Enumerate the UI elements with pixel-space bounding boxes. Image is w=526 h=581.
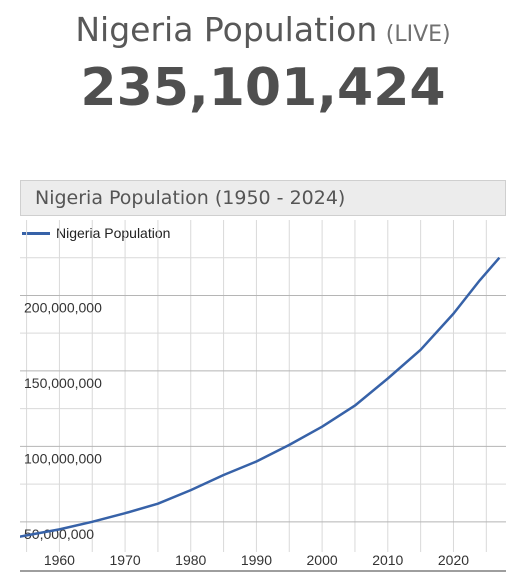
y-tick-label: 100,000,000 <box>24 450 102 466</box>
legend-label: Nigeria Population <box>56 225 171 241</box>
y-tick-label: 200,000,000 <box>24 299 102 315</box>
chart-title-bar: Nigeria Population (1950 - 2024) <box>20 180 506 216</box>
x-tick-label: 1980 <box>175 552 206 568</box>
y-tick-label: 150,000,000 <box>24 375 102 391</box>
x-tick-label: 1990 <box>241 552 272 568</box>
x-tick-label: 1960 <box>44 552 75 568</box>
headline-title: Nigeria Population <box>75 10 378 49</box>
chart-plot: 50,000,000 100,000,000 150,000,000 200,000,… <box>20 220 506 572</box>
live-tag: (LIVE) <box>385 22 451 47</box>
x-tick-label: 2000 <box>307 552 338 568</box>
x-tick-label: 1970 <box>110 552 141 568</box>
chart-title: Nigeria Population (1950 - 2024) <box>35 187 346 209</box>
series-line <box>20 256 501 538</box>
live-population-counter: 235,101,424 <box>80 58 446 118</box>
y-tick-label: 50,000,000 <box>24 526 94 542</box>
population-headline: Nigeria Population (LIVE) <box>0 10 526 49</box>
x-tick-label: 2020 <box>438 552 469 568</box>
x-tick-label: 2010 <box>372 552 403 568</box>
population-chart: Nigeria Population (1950 - 2024) Nigeria… <box>20 180 506 575</box>
legend-swatch <box>22 232 50 235</box>
